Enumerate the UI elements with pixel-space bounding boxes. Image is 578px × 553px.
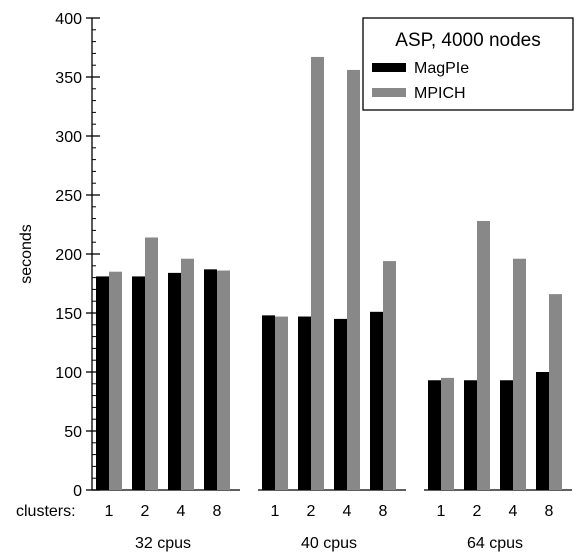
bar-magpie-g1-c4	[168, 272, 181, 490]
axis-labels: 0 50 100 150 200 250 300 350 400 seconds 1 2 4 8 32 cp…	[16, 11, 554, 552]
x-cluster-label: 1	[105, 503, 114, 520]
x-cluster-label: 4	[509, 503, 518, 520]
bar-mpich-g2-c8	[383, 261, 396, 490]
bar-mpich-g1-c2	[145, 237, 158, 490]
y-tick-label: 350	[55, 70, 82, 87]
bar-mpich-g1-c8	[217, 270, 230, 490]
y-tick-label: 100	[55, 365, 82, 382]
legend-label-mpich: MPICH	[414, 85, 466, 102]
x-group-label: 64 cpus	[467, 535, 523, 552]
bar-mpich-g2-c4	[347, 69, 360, 491]
y-tick-label: 200	[55, 247, 82, 264]
bar-magpie-g3-c8	[536, 372, 549, 490]
chart-title: ASP, 4000 nodes	[395, 30, 540, 51]
bar-magpie-g3-c1	[428, 380, 441, 490]
bar-magpie-g3-c2	[464, 380, 477, 490]
x-cluster-label: 2	[473, 503, 482, 520]
legend-swatch-magpie	[372, 63, 406, 72]
x-cluster-label: 8	[213, 503, 222, 520]
bar-mpich-g1-c4	[181, 258, 194, 490]
bar-mpich-g3-c1	[441, 377, 454, 490]
legend-label-magpie: MagPIe	[414, 60, 469, 77]
x-cluster-label: 2	[141, 503, 150, 520]
legend: ASP, 4000 nodes MagPIe MPICH	[362, 17, 574, 111]
y-tick-label: 400	[55, 11, 82, 28]
bar-mpich-g1-c1	[109, 271, 122, 490]
y-tick-label: 0	[73, 483, 82, 500]
x-cluster-label: 8	[379, 503, 388, 520]
bar-mpich-g3-c4	[513, 258, 526, 490]
x-cluster-label: 1	[271, 503, 280, 520]
y-tick-label: 50	[64, 424, 82, 441]
bar-mpich-g3-c2	[477, 220, 490, 490]
bar-mpich-g3-c8	[549, 294, 562, 490]
bar-mpich-g2-c2	[311, 56, 324, 490]
bar-magpie-g2-c1	[262, 315, 275, 490]
bar-magpie-g1-c2	[132, 276, 145, 490]
x-group-label: 40 cpus	[301, 535, 357, 552]
y-tick-label: 300	[55, 129, 82, 146]
bar-magpie-g2-c4	[334, 318, 347, 490]
bar-magpie-g1-c8	[204, 269, 217, 490]
x-axis-prefix-label: clusters:	[16, 503, 76, 520]
x-group-label: 32 cpus	[135, 535, 191, 552]
bar-magpie-g2-c2	[298, 316, 311, 490]
x-cluster-label: 1	[437, 503, 446, 520]
bar-mpich-g2-c1	[275, 316, 288, 490]
y-tick-label: 250	[55, 188, 82, 205]
bar-magpie-g1-c1	[96, 276, 109, 490]
x-cluster-label: 4	[343, 503, 352, 520]
x-cluster-label: 8	[545, 503, 554, 520]
y-axis-title: seconds	[18, 224, 35, 284]
x-cluster-label: 2	[307, 503, 316, 520]
x-cluster-label: 4	[177, 503, 186, 520]
bar-magpie-g2-c8	[370, 311, 383, 490]
y-tick-label: 150	[55, 306, 82, 323]
bar-magpie-g3-c4	[500, 380, 513, 490]
legend-swatch-mpich	[372, 88, 406, 97]
bars	[96, 56, 562, 491]
